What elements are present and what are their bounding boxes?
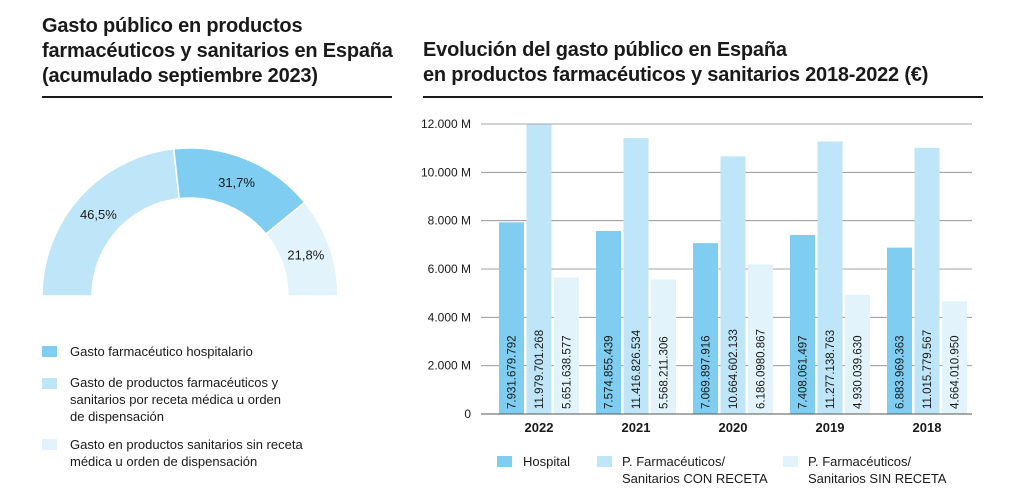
legend-label-con-receta-bar: P. Farmacéuticos/ Sanitarios CON RECETA: [622, 454, 768, 486]
donut-slice-sin-receta: [264, 201, 339, 297]
legend-label-hospitalario: Gasto farmacéutico hospitalario: [70, 344, 253, 359]
bar-value-label: 5.651.638.577: [562, 335, 574, 409]
donut-slice-label: 21,8%: [287, 248, 324, 263]
legend-label-sin-receta-bar: P. Farmacéuticos/ Sanitarios SIN RECETA: [808, 454, 947, 486]
donut-slice-label: 31,7%: [218, 175, 255, 190]
bar-hospital: [693, 243, 718, 414]
bar-sin-receta: [554, 277, 579, 414]
left-title-rule: [42, 96, 392, 98]
bar-con-receta: [526, 124, 552, 415]
bar-value-label: 4.664.010.950: [950, 335, 962, 409]
bar-value-label: 7.931.679.792: [507, 335, 519, 409]
bar-sin-receta: [845, 294, 870, 414]
bar-value-label: 10.664.602.133: [728, 329, 740, 409]
y-tick-label: 12.000 M: [421, 117, 471, 131]
bar-value-label: 11.416.826.534: [631, 329, 643, 409]
legend-swatch-sin-receta: [42, 439, 57, 450]
bar-sin-receta: [651, 279, 676, 414]
bar-hospital: [596, 230, 621, 414]
legend-swatch-hospital: [497, 456, 512, 467]
bar-hospital: [887, 247, 912, 414]
bar-value-label: 6.883.969.363: [895, 335, 907, 409]
bar-value-label: 11.015.779.567: [922, 330, 934, 409]
bar-value-label: 7.574.855.439: [604, 335, 616, 409]
x-category-label: 2022: [525, 420, 554, 435]
legend-swatch-sin-receta-bar: [783, 456, 798, 467]
bar-con-receta: [720, 156, 746, 415]
bar-sin-receta: [942, 301, 967, 414]
bar-value-label: 7.408.061.497: [798, 335, 810, 409]
legend-label-hospital: Hospital: [523, 454, 570, 469]
legend-label-sin-receta: Gasto en productos sanitarios sin receta…: [70, 437, 303, 469]
x-category-label: 2019: [816, 420, 845, 435]
bar-con-receta: [817, 141, 843, 414]
right-title-rule: [423, 96, 983, 98]
donut-chart-title: Gasto público en productos farmacéuticos…: [42, 15, 393, 87]
y-tick-label: 6.000 M: [428, 262, 471, 276]
legend-swatch-con-receta: [42, 378, 57, 389]
bar-con-receta: [623, 138, 649, 414]
x-category-label: 2018: [913, 420, 942, 435]
bar-value-label: 7.069.897.916: [701, 335, 713, 409]
x-category-label: 2020: [719, 420, 748, 435]
y-tick-label: 10.000 M: [421, 165, 471, 179]
bar-value-label: 11.979.701.268: [534, 330, 546, 409]
bar-hospital: [790, 234, 815, 414]
bar-chart-title: Evolución del gasto público en España en…: [423, 39, 929, 86]
legend-swatch-hospitalario: [42, 346, 57, 357]
donut-slice-label: 46,5%: [80, 207, 117, 222]
y-tick-label: 0: [464, 407, 471, 421]
x-category-label: 2021: [622, 420, 651, 435]
bar-con-receta: [914, 147, 940, 414]
y-tick-label: 8.000 M: [428, 214, 471, 228]
y-tick-label: 2.000 M: [428, 359, 471, 373]
bar-value-label: 4.930.039.630: [853, 335, 865, 409]
bar-value-label: 6.186.0980.867: [756, 329, 768, 409]
bar-value-label: 5.568.211.306: [659, 336, 671, 409]
bar-hospital: [499, 222, 524, 414]
legend-label-con-receta: Gasto de productos farmacéuticos y sanit…: [70, 375, 282, 424]
bar-sin-receta: [748, 264, 773, 414]
legend-swatch-con-receta-bar: [597, 456, 612, 467]
y-tick-label: 4.000 M: [428, 310, 471, 324]
bar-value-label: 11.277.138.763: [825, 330, 837, 409]
donut-slice-con-receta: [41, 148, 181, 297]
